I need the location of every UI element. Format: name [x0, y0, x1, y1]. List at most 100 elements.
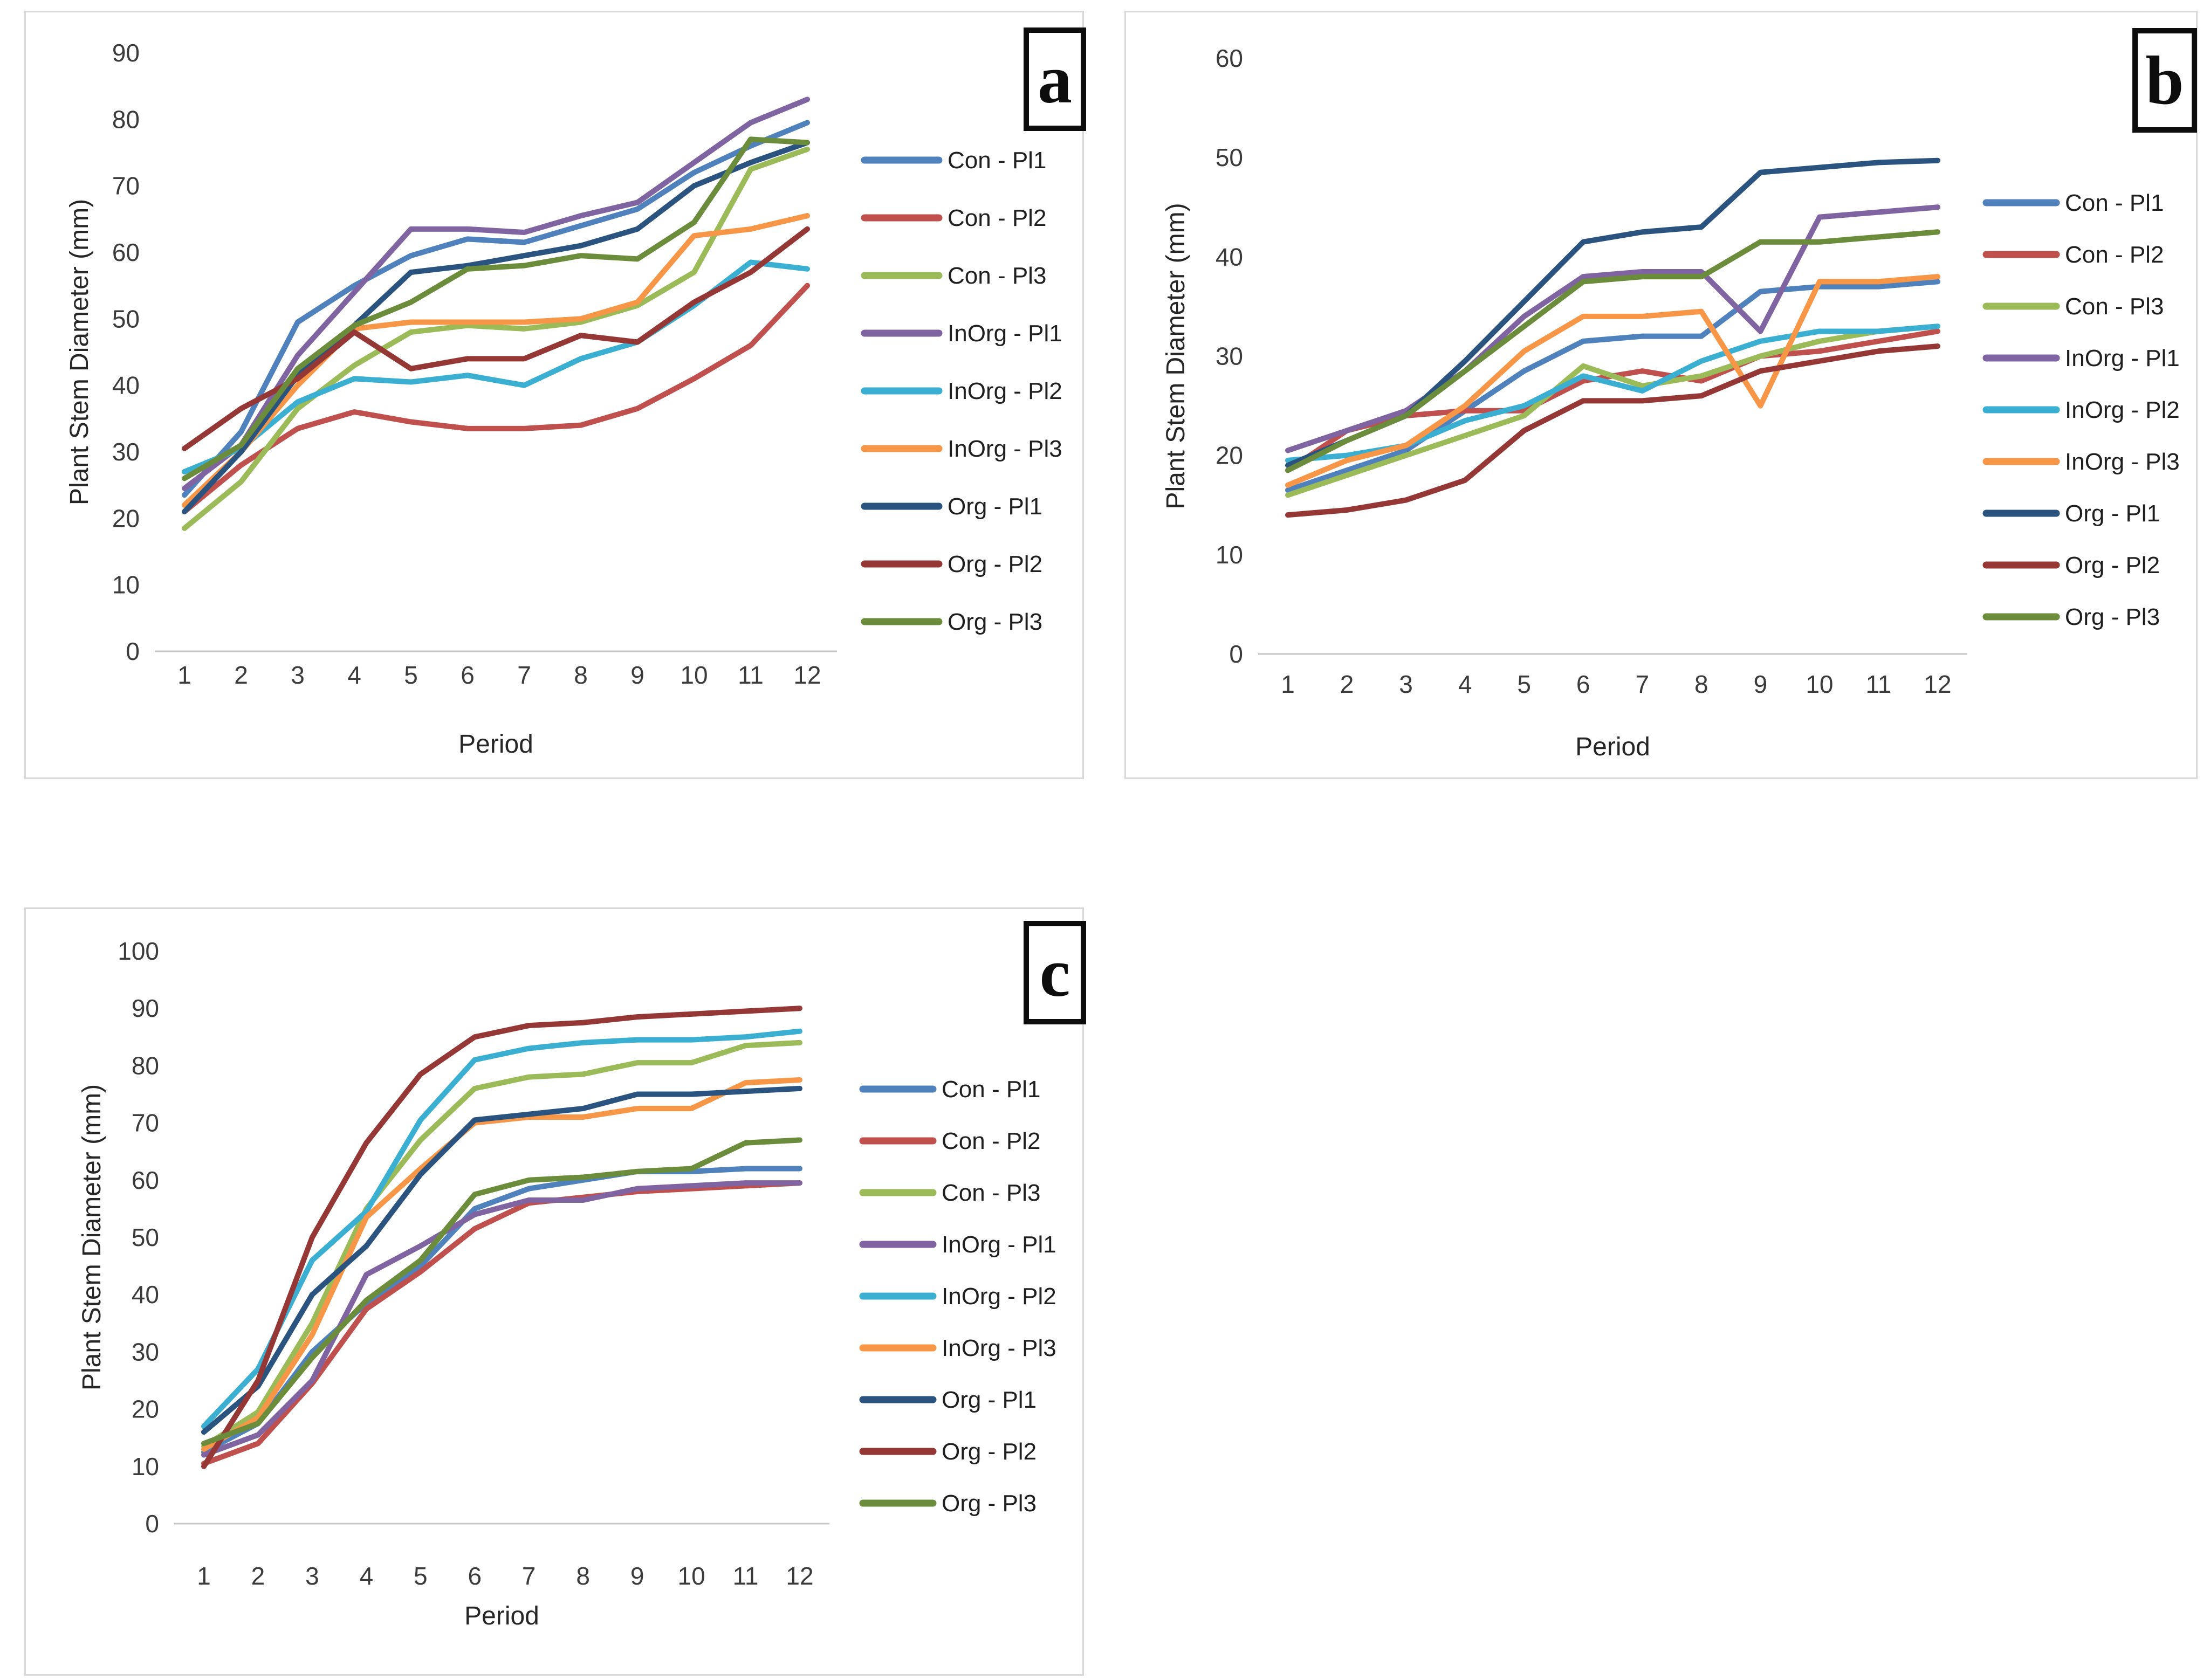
legend-item-inorg-pl2: InOrg - Pl2 — [861, 378, 1062, 404]
legend-label-inorg-pl2: InOrg - Pl2 — [948, 378, 1062, 404]
y-tick-label: 90 — [112, 39, 140, 67]
legend-label-con-pl1: Con - Pl1 — [2065, 190, 2164, 216]
x-tick-label: 5 — [404, 661, 418, 689]
legend-item-inorg-pl1: InOrg - Pl1 — [859, 1231, 1056, 1258]
x-tick-label: 8 — [576, 1562, 590, 1590]
x-tick-label: 1 — [1281, 670, 1295, 698]
legend-label-con-pl2: Con - Pl2 — [2065, 242, 2164, 268]
x-tick-label: 4 — [360, 1562, 374, 1590]
y-tick-label: 50 — [132, 1223, 159, 1251]
series-line-con-pl3 — [1285, 323, 1940, 498]
x-tick-label: 6 — [461, 661, 475, 689]
legend-label-org-pl1: Org - Pl1 — [2065, 500, 2160, 527]
legend-item-con-pl2: Con - Pl2 — [1982, 242, 2164, 268]
legend-item-con-pl2: Con - Pl2 — [861, 205, 1046, 231]
legend-label-org-pl1: Org - Pl1 — [948, 493, 1042, 520]
legend-item-org-pl3: Org - Pl3 — [1982, 604, 2160, 630]
x-tick-label: 10 — [678, 1562, 705, 1590]
legend-item-org-pl3: Org - Pl3 — [861, 609, 1042, 635]
y-tick-label: 30 — [112, 438, 140, 466]
y-tick-label: 20 — [1216, 442, 1243, 470]
y-tick-label: 60 — [132, 1166, 159, 1194]
legend-label-org-pl3: Org - Pl3 — [948, 609, 1042, 635]
series-line-inorg-pl2 — [201, 1028, 802, 1429]
series-line-inorg-pl3 — [201, 1077, 802, 1452]
x-tick-label: 1 — [197, 1562, 211, 1590]
y-tick-label: 10 — [112, 571, 140, 599]
series-line-inorg-pl1 — [201, 1180, 802, 1458]
y-tick-label: 70 — [112, 172, 140, 200]
panel-letter-box-b: b — [2132, 28, 2197, 133]
y-tick-label: 50 — [112, 305, 140, 333]
x-tick-label: 3 — [305, 1562, 319, 1590]
legend-item-con-pl1: Con - Pl1 — [859, 1076, 1040, 1103]
legend-label-org-pl2: Org - Pl2 — [942, 1438, 1037, 1465]
panel-letter-c: c — [1039, 934, 1070, 1011]
x-tick-label: 8 — [1694, 670, 1708, 698]
series-line-org-pl1 — [182, 140, 810, 514]
series-line-org-pl2 — [201, 1006, 802, 1469]
series-line-inorg-pl3 — [182, 213, 810, 508]
x-tick-label: 11 — [1866, 670, 1892, 698]
legend-item-con-pl1: Con - Pl1 — [861, 147, 1046, 174]
series-line-con-pl1 — [182, 120, 810, 498]
x-tick-label: 12 — [786, 1562, 813, 1590]
series-line-org-pl1 — [201, 1085, 802, 1435]
legend-label-inorg-pl2: InOrg - Pl2 — [2065, 397, 2180, 423]
legend-label-org-pl2: Org - Pl2 — [2065, 552, 2160, 579]
x-tick-label: 3 — [1399, 670, 1413, 698]
legend-label-inorg-pl3: InOrg - Pl3 — [2065, 449, 2180, 475]
legend-label-org-pl2: Org - Pl2 — [948, 551, 1042, 577]
x-tick-label: 2 — [234, 661, 248, 689]
y-tick-label: 80 — [112, 105, 140, 133]
series-line-inorg-pl3 — [1285, 274, 1940, 488]
legend-label-con-pl3: Con - Pl3 — [2065, 293, 2164, 320]
x-tick-label: 11 — [733, 1562, 759, 1590]
x-axis-title: Period — [464, 1602, 539, 1630]
x-tick-label: 12 — [1924, 670, 1951, 698]
legend-item-org-pl1: Org - Pl1 — [1982, 500, 2160, 527]
series-line-con-pl3 — [201, 1039, 802, 1449]
x-tick-label: 11 — [738, 661, 764, 689]
legend-item-con-pl3: Con - Pl3 — [861, 263, 1046, 289]
x-tick-label: 2 — [1340, 670, 1354, 698]
panel-letter-a: a — [1038, 41, 1072, 118]
x-tick-label: 5 — [414, 1562, 428, 1590]
legend-label-con-pl3: Con - Pl3 — [948, 263, 1046, 289]
y-axis-title: Plant Stem Diameter (mm) — [78, 1084, 106, 1390]
legend-item-org-pl1: Org - Pl1 — [861, 493, 1042, 520]
x-tick-label: 7 — [1635, 670, 1649, 698]
legend-item-con-pl1: Con - Pl1 — [1982, 190, 2164, 216]
panel-letter-box-c: c — [1024, 921, 1086, 1024]
series-line-con-pl3 — [182, 146, 810, 531]
x-tick-label: 3 — [291, 661, 305, 689]
legend-item-inorg-pl3: InOrg - Pl3 — [861, 436, 1062, 462]
legend-label-inorg-pl1: InOrg - Pl1 — [942, 1231, 1056, 1258]
y-tick-label: 30 — [132, 1338, 159, 1366]
series-line-org-pl3 — [1285, 229, 1940, 473]
legend-item-org-pl1: Org - Pl1 — [859, 1387, 1037, 1413]
legend-label-org-pl3: Org - Pl3 — [2065, 604, 2160, 630]
x-tick-label: 8 — [574, 661, 588, 689]
y-tick-label: 50 — [1216, 143, 1243, 171]
panel-c: 0 10 20 30 40 50 60 70 80 90 100 1 2 3 4 5 6 7 8 9 10 11 12 Per… — [24, 907, 1086, 1676]
x-tick-label: 5 — [1517, 670, 1531, 698]
x-tick-label: 9 — [1754, 670, 1768, 698]
series-line-con-pl1 — [1285, 279, 1940, 493]
y-tick-label: 0 — [1229, 640, 1243, 668]
series-line-inorg-pl1 — [1285, 204, 1940, 453]
x-tick-label: 2 — [251, 1562, 265, 1590]
x-tick-label: 6 — [1576, 670, 1590, 698]
x-axis-title: Period — [1575, 733, 1650, 761]
legend-item-org-pl2: Org - Pl2 — [859, 1438, 1037, 1465]
y-tick-label: 0 — [145, 1510, 159, 1538]
y-tick-label: 60 — [1216, 44, 1243, 72]
legend-label-org-pl1: Org - Pl1 — [942, 1387, 1037, 1413]
x-tick-label: 1 — [177, 661, 191, 689]
y-tick-label: 40 — [112, 371, 140, 400]
legend-item-inorg-pl1: InOrg - Pl1 — [861, 320, 1062, 347]
